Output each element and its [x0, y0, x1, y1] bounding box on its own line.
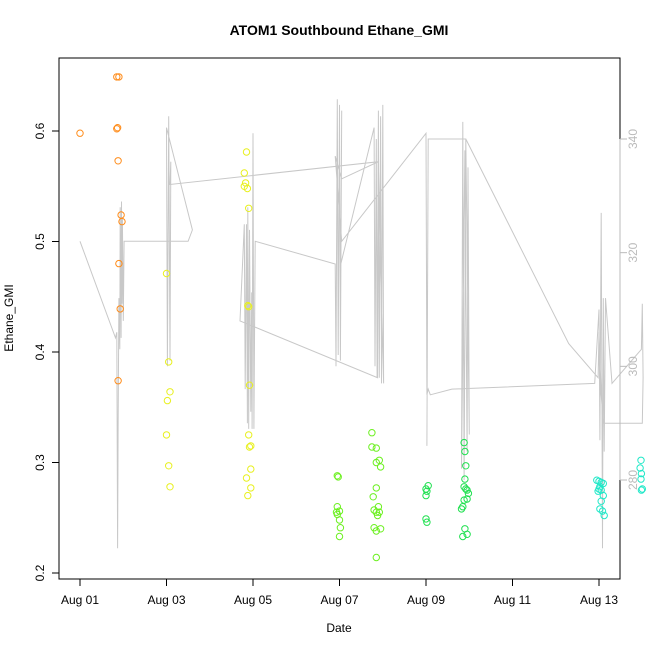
data-point-series-3 — [376, 525, 385, 533]
data-point-series-4 — [461, 475, 469, 483]
data-point-series-2 — [242, 474, 251, 482]
y2-tick-label: 340 — [626, 129, 640, 149]
data-point-series-5 — [598, 507, 607, 515]
data-point-series-4 — [423, 518, 431, 526]
y-tick-label: 0.4 — [33, 343, 47, 360]
data-point-series-2 — [162, 269, 171, 278]
data-point-series-5 — [594, 487, 602, 495]
data-point-series-2 — [166, 483, 174, 491]
y2-tick-label: 280 — [626, 470, 640, 490]
data-point-series-2 — [165, 462, 173, 470]
data-point-series-2 — [247, 465, 255, 473]
data-point-series-2 — [247, 484, 255, 492]
x-tick-label: Aug 05 — [234, 593, 272, 607]
data-point-series-1 — [115, 73, 123, 81]
data-point-series-5 — [600, 511, 608, 520]
x-tick-label: Aug 01 — [61, 593, 99, 607]
data-point-series-3 — [336, 524, 345, 532]
x-tick-label: Aug 07 — [320, 593, 358, 607]
data-point-series-4 — [422, 491, 430, 500]
x-axis-label: Date — [326, 621, 352, 635]
data-point-series-5 — [637, 486, 646, 494]
y2-tick-label: 320 — [626, 242, 640, 262]
data-point-series-1 — [113, 73, 121, 81]
data-point-series-1 — [76, 129, 84, 137]
data-point-series-4 — [422, 515, 430, 523]
data-point-series-2 — [162, 431, 171, 439]
data-point-series-1 — [116, 305, 124, 313]
y-tick-label: 0.6 — [33, 122, 47, 139]
x-tick-label: Aug 09 — [407, 593, 445, 607]
data-point-series-2 — [245, 431, 253, 439]
data-point-series-5 — [637, 469, 646, 478]
data-point-series-4 — [462, 462, 470, 470]
data-point-series-4 — [463, 530, 471, 538]
chart-title: ATOM1 Southbound Ethane_GMI — [230, 22, 449, 38]
data-point-series-3 — [376, 463, 385, 471]
data-point-series-3 — [375, 508, 383, 516]
data-point-series-2 — [244, 301, 252, 310]
data-point-series-4 — [464, 489, 473, 498]
data-point-series-4 — [457, 505, 466, 513]
data-point-series-3 — [368, 429, 376, 437]
data-point-series-2 — [244, 491, 252, 500]
data-point-series-2 — [245, 204, 253, 213]
data-point-series-5 — [636, 464, 644, 472]
data-point-series-5 — [637, 456, 645, 464]
data-point-series-2 — [240, 182, 249, 191]
data-point-series-3 — [372, 527, 380, 535]
data-point-series-5 — [638, 485, 646, 493]
data-point-series-5 — [597, 497, 605, 505]
data-point-series-3 — [335, 532, 344, 541]
data-point-series-3 — [372, 553, 380, 562]
data-point-series-5 — [637, 475, 645, 483]
data-point-series-4 — [463, 486, 471, 494]
x-tick-label: Aug 11 — [494, 593, 531, 607]
data-point-series-2 — [242, 148, 251, 156]
data-point-series-3 — [374, 503, 383, 511]
data-point-series-3 — [372, 484, 380, 492]
data-point-series-3 — [368, 443, 376, 451]
data-point-series-3 — [369, 493, 377, 501]
y2-tick-label: 300 — [626, 356, 640, 376]
data-point-series-2 — [247, 442, 255, 450]
data-point-series-3 — [333, 472, 341, 480]
data-point-series-4 — [424, 482, 432, 490]
data-point-series-4 — [423, 487, 431, 495]
x-tick-label: Aug 03 — [147, 593, 185, 607]
data-point-series-1 — [114, 377, 122, 385]
data-point-series-4 — [461, 447, 469, 456]
data-point-series-1 — [115, 259, 123, 268]
data-point-series-1 — [118, 217, 126, 226]
data-point-series-1 — [113, 125, 121, 133]
data-point-series-2 — [245, 303, 253, 311]
data-point-series-2 — [163, 396, 172, 405]
y-tick-label: 0.3 — [33, 454, 47, 471]
secondary-series-line — [79, 99, 644, 549]
data-point-series-2 — [240, 169, 249, 177]
data-point-series-2 — [245, 381, 254, 389]
data-point-series-2 — [165, 358, 173, 366]
x-tick-label: Aug 13 — [580, 593, 618, 607]
data-point-series-4 — [460, 438, 468, 447]
data-point-series-3 — [334, 473, 342, 481]
y-tick-label: 0.5 — [33, 233, 47, 250]
data-point-series-1 — [114, 157, 122, 165]
data-point-series-2 — [245, 443, 254, 451]
data-point-series-1 — [113, 124, 122, 132]
data-point-series-3 — [333, 503, 341, 511]
y-axis-label: Ethane_GMI — [2, 284, 16, 351]
data-point-series-4 — [459, 532, 467, 541]
y-tick-label: 0.2 — [33, 564, 47, 581]
data-point-series-3 — [372, 444, 380, 452]
data-point-series-2 — [166, 388, 174, 396]
data-point-series-3 — [335, 516, 344, 524]
